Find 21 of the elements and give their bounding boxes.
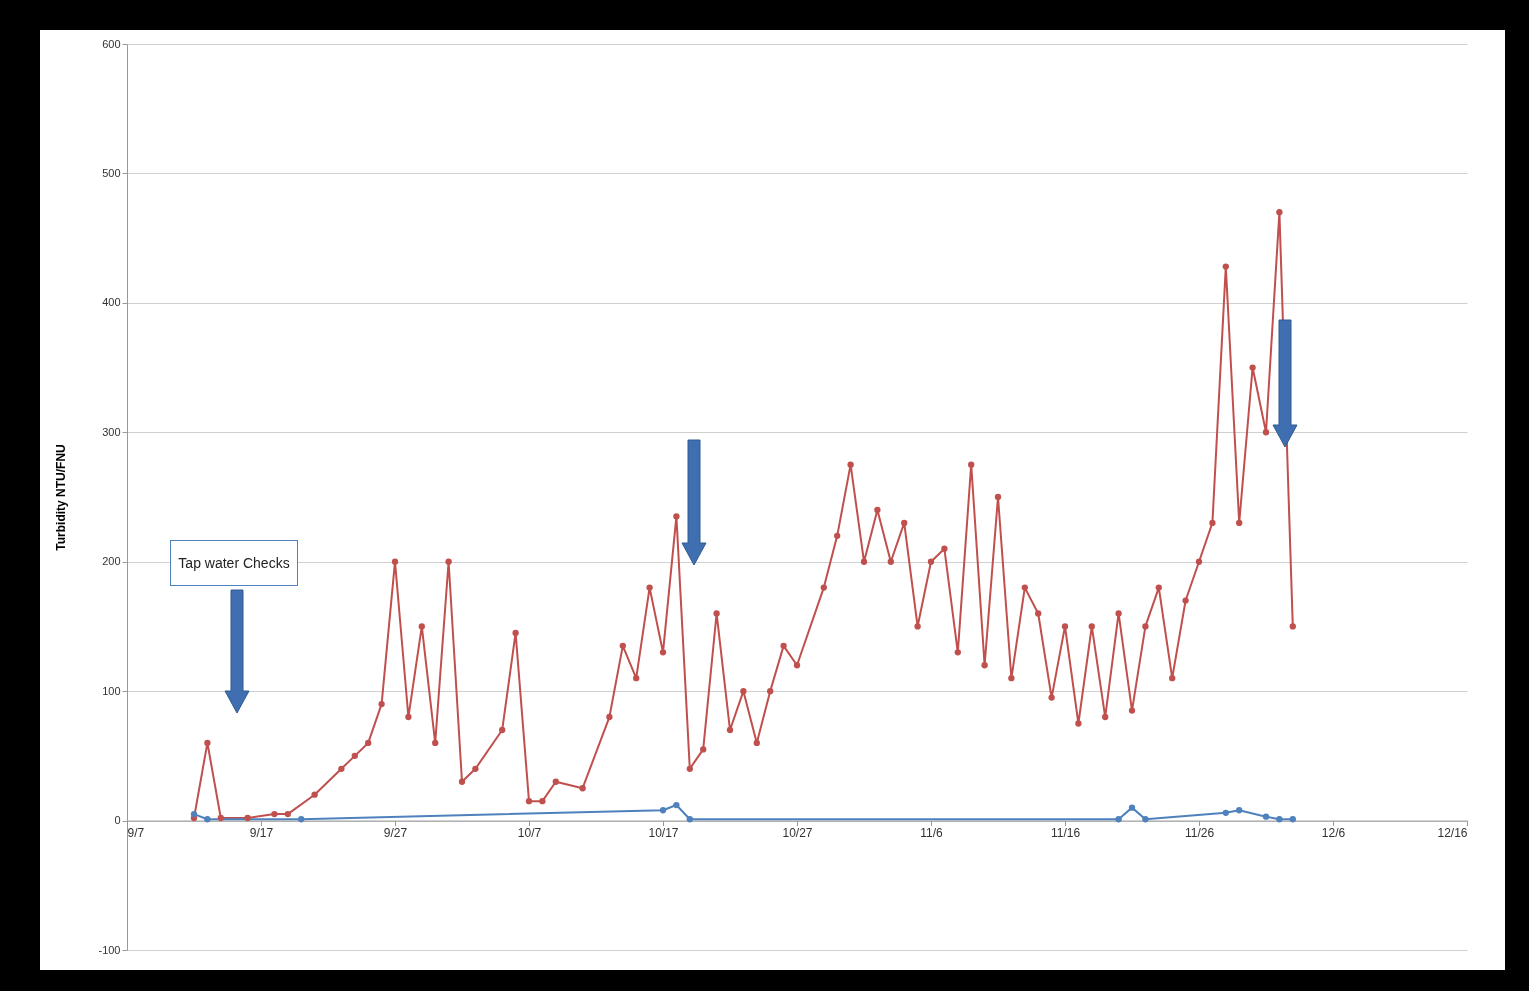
y-tick-label: 600 <box>102 37 121 50</box>
x-tick-label: 11/26 <box>1184 826 1215 841</box>
x-tick-label: 9/27 <box>383 826 408 841</box>
text-box: Tap water Checks <box>170 540 298 586</box>
x-tick-label: 12/6 <box>1321 826 1346 841</box>
x-tick-label: 11/16 <box>1050 826 1081 841</box>
y-tick-label: 100 <box>102 684 121 697</box>
y-tick-label: -100 <box>98 943 121 956</box>
y-tick-label: 300 <box>102 425 121 438</box>
x-tick-label: 9/7 <box>127 826 145 841</box>
y-tick-label: 0 <box>114 814 121 827</box>
y-tick-label: 400 <box>102 296 121 309</box>
x-tick-label: 11/6 <box>920 826 944 841</box>
x-tick-label: 10/17 <box>648 826 679 841</box>
y-tick-label: 200 <box>102 555 121 568</box>
y-axis-title: Turbidity NTU/FNU <box>54 444 69 551</box>
x-tick-label: 10/27 <box>782 826 813 841</box>
x-tick-label: 10/7 <box>517 826 542 841</box>
y-tick-label: 500 <box>102 166 121 179</box>
x-tick-label: 9/17 <box>249 826 274 841</box>
x-tick-label: 12/16 <box>1437 826 1468 841</box>
